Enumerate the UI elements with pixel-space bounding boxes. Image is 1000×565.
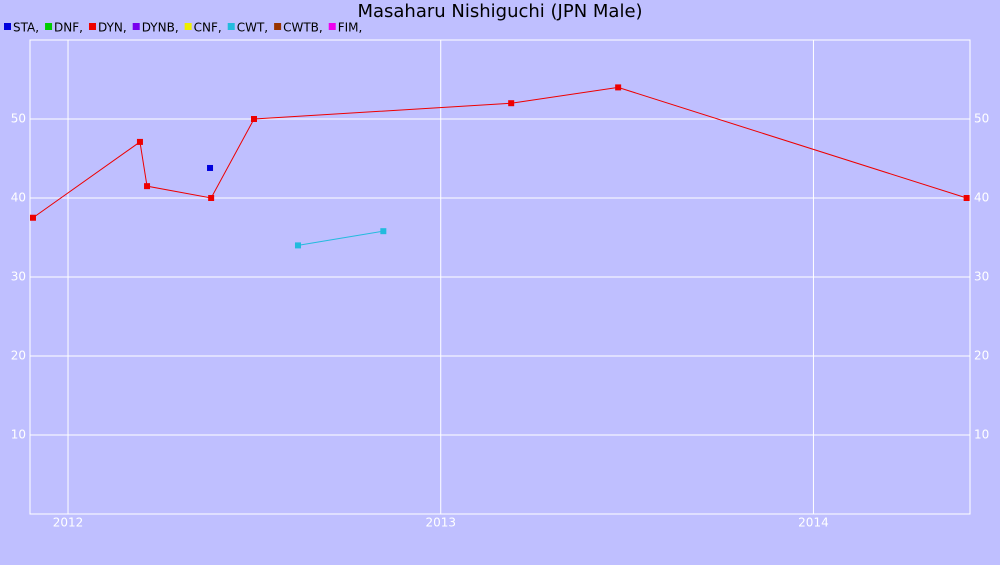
legend-swatch	[45, 23, 53, 30]
legend-label: FIM,	[338, 21, 363, 35]
x-tick-label: 2012	[53, 516, 84, 530]
data-point	[380, 228, 387, 235]
legend-swatch	[4, 23, 11, 30]
y-tick-label-right: 10	[974, 428, 989, 442]
data-point	[144, 183, 151, 190]
legend-label: CWT,	[237, 21, 268, 35]
legend-label: DYNB,	[142, 21, 179, 35]
legend-swatch	[274, 23, 282, 30]
data-point	[29, 214, 36, 221]
data-point	[208, 195, 215, 201]
data-point	[963, 195, 970, 201]
y-tick-label: 20	[11, 349, 26, 363]
legend-swatch	[88, 23, 96, 30]
x-tick-label: 2014	[798, 516, 829, 530]
series-line	[297, 230, 384, 246]
legend-label: CNF,	[194, 21, 222, 35]
legend-swatch	[132, 23, 140, 30]
data-point	[615, 84, 622, 91]
y-tick-label-right: 40	[974, 191, 989, 205]
data-point	[251, 116, 258, 122]
data-point	[136, 138, 143, 145]
y-tick-label-right: 30	[974, 270, 989, 284]
legend-label: STA,	[13, 21, 39, 35]
legend-label: CWTB,	[283, 21, 323, 35]
chart-title: Masaharu Nishiguchi (JPN Male)	[357, 1, 642, 22]
legend-swatch	[328, 23, 336, 30]
legend-swatch	[184, 23, 192, 30]
data-point	[508, 100, 515, 107]
y-tick-label: 30	[11, 270, 26, 284]
y-tick-label-right: 20	[974, 349, 989, 363]
x-tick-label: 2013	[425, 516, 456, 530]
y-tick-label: 50	[11, 112, 26, 126]
y-tick-label: 40	[11, 191, 26, 205]
legend-label: DNF,	[54, 21, 83, 35]
data-point	[207, 164, 214, 171]
legend-swatch	[227, 23, 235, 30]
series-line	[32, 86, 967, 219]
y-tick-label: 10	[11, 428, 26, 442]
legend-label: DYN,	[98, 21, 127, 35]
data-point	[294, 242, 301, 249]
y-tick-label-right: 50	[974, 112, 989, 126]
